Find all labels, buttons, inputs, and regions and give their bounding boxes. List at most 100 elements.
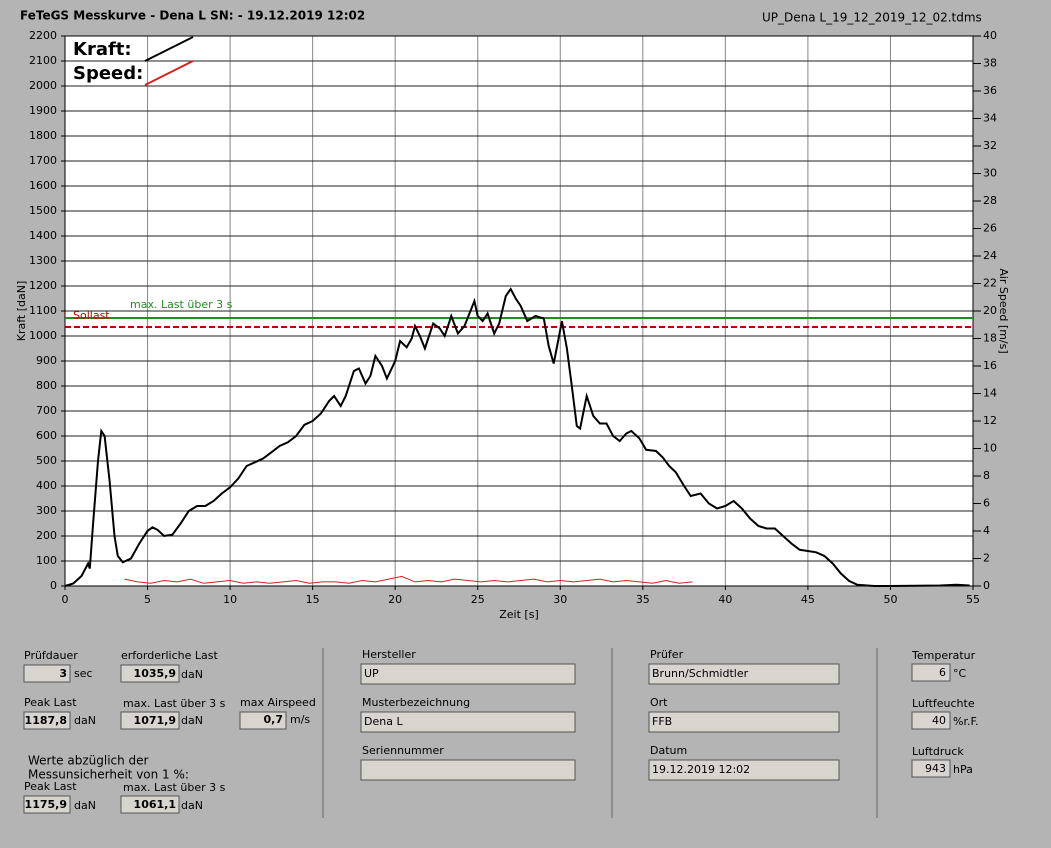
- field: [911, 663, 951, 682]
- x-tick-label: 15: [306, 593, 320, 606]
- value: 1175,9: [25, 798, 67, 811]
- y-tick-label: 1200: [29, 279, 57, 292]
- unit: °C: [953, 667, 967, 680]
- x-tick-label: 0: [62, 593, 69, 606]
- label: max. Last über 3 s: [123, 697, 226, 710]
- label: Datum: [650, 744, 687, 757]
- legend-swatch: [144, 60, 194, 86]
- label: max Airspeed: [240, 696, 316, 709]
- unit: sec: [74, 667, 93, 680]
- field: [648, 711, 840, 733]
- y-axis-title: Kraft [daN]: [15, 281, 28, 342]
- y-tick-label: 700: [36, 404, 57, 417]
- value: 1035,9: [134, 667, 176, 680]
- legend-swatch: [144, 36, 194, 62]
- y-tick-label: 1400: [29, 229, 57, 242]
- label: erforderliche Last: [121, 649, 218, 662]
- x-axis-title: Zeit [s]: [499, 608, 538, 621]
- value: 1187,8: [25, 714, 67, 727]
- y-tick-label: 2200: [29, 29, 57, 42]
- field: [360, 663, 576, 685]
- y-tick-label: 1100: [29, 304, 57, 317]
- label: Seriennummer: [362, 744, 444, 757]
- y2-tick-label: 22: [983, 277, 997, 290]
- unit: %r.F.: [953, 715, 979, 728]
- label: Luftdruck: [912, 745, 964, 758]
- y2-tick-label: 36: [983, 84, 997, 97]
- y2-tick-label: 6: [983, 497, 990, 510]
- reference-label: max. Last über 3 s: [130, 298, 233, 311]
- x-tick-label: 55: [966, 593, 980, 606]
- y-tick-label: 200: [36, 529, 57, 542]
- unit: daN: [74, 714, 96, 727]
- value: 19.12.2019 12:02: [652, 763, 750, 776]
- y2-tick-label: 32: [983, 139, 997, 152]
- value: 6: [939, 666, 946, 679]
- field: [239, 711, 287, 730]
- x-tick-label: 45: [801, 593, 815, 606]
- field: [360, 759, 576, 781]
- unit: daN: [74, 799, 96, 812]
- y2-tick-label: 38: [983, 57, 997, 70]
- field: [911, 711, 951, 730]
- y-tick-label: 300: [36, 504, 57, 517]
- window-title: FeTeGS Messkurve - Dena L SN: - 19.12.20…: [20, 9, 365, 23]
- value: 943: [925, 762, 946, 775]
- x-tick-label: 30: [553, 593, 567, 606]
- y-tick-label: 1000: [29, 329, 57, 342]
- note: Werte abzüglich der: [28, 754, 149, 768]
- unit: hPa: [953, 763, 973, 776]
- y-tick-label: 1900: [29, 104, 57, 117]
- y2-tick-label: 26: [983, 222, 997, 235]
- y2-tick-label: 24: [983, 249, 997, 262]
- label: Prüfer: [650, 648, 684, 661]
- value: 0,7: [264, 713, 284, 726]
- field: [23, 664, 71, 683]
- reference-label: Sollast: [73, 309, 110, 322]
- x-tick-label: 5: [144, 593, 151, 606]
- value: FFB: [652, 715, 672, 728]
- x-tick-label: 40: [718, 593, 732, 606]
- file-name: UP_Dena L_19_12_2019_12_02.tdms: [762, 11, 982, 25]
- value: UP: [364, 667, 379, 680]
- y2-tick-label: 12: [983, 414, 997, 427]
- y2-tick-label: 8: [983, 469, 990, 482]
- label: max. Last über 3 s: [123, 781, 226, 794]
- unit: daN: [181, 714, 203, 727]
- label: Peak Last: [24, 780, 77, 793]
- legend-label: Speed:: [73, 63, 143, 84]
- field: [911, 759, 951, 778]
- value: 3: [59, 667, 67, 680]
- unit: daN: [181, 668, 203, 681]
- x-tick-label: 35: [636, 593, 650, 606]
- separators: [322, 648, 878, 818]
- y-tick-label: 1300: [29, 254, 57, 267]
- y-tick-label: 900: [36, 354, 57, 367]
- note: Messunsicherheit von 1 %:: [28, 768, 189, 782]
- y2-tick-label: 18: [983, 332, 997, 345]
- chart: 0 5 10 15 20 25 30 35 40 45 50 55010020030040050060…: [15, 29, 1010, 621]
- x-tick-label: 20: [388, 593, 402, 606]
- y2-axis-title: Air Speed [m/s]: [997, 268, 1010, 353]
- y2-tick-label: 0: [983, 579, 990, 592]
- y2-tick-label: 4: [983, 524, 990, 537]
- y-tick-label: 500: [36, 454, 57, 467]
- y2-tick-label: 34: [983, 112, 997, 125]
- y2-tick-label: 28: [983, 194, 997, 207]
- label: Ort: [650, 696, 668, 709]
- label: Luftfeuchte: [912, 697, 975, 710]
- value: 1061,1: [134, 798, 176, 811]
- label: Hersteller: [362, 648, 416, 661]
- series-line: [64, 287, 970, 587]
- x-tick-label: 25: [471, 593, 485, 606]
- y-tick-label: 1800: [29, 129, 57, 142]
- y-tick-label: 1500: [29, 204, 57, 217]
- y-tick-label: 100: [36, 554, 57, 567]
- label: Temperatur: [911, 649, 976, 662]
- y2-tick-label: 2: [983, 552, 990, 565]
- y2-tick-label: 14: [983, 387, 997, 400]
- value: 40: [932, 714, 946, 727]
- y2-tick-label: 30: [983, 167, 997, 180]
- y-tick-label: 1600: [29, 179, 57, 192]
- y-tick-label: 2100: [29, 54, 57, 67]
